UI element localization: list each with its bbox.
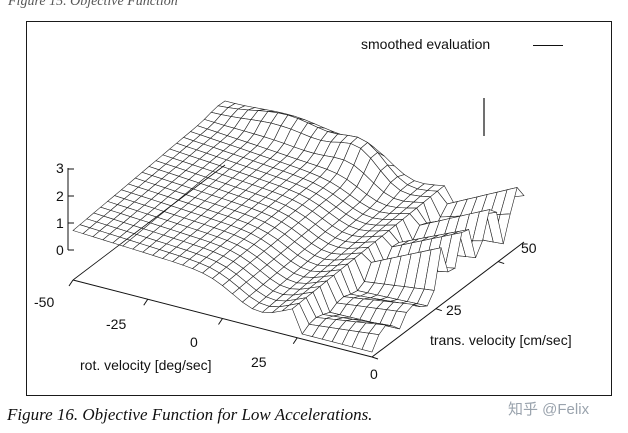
y-axis-tick	[435, 308, 442, 312]
x-axis-tick	[218, 318, 223, 325]
figure-caption: Figure 16. Objective Function for Low Ac…	[7, 405, 373, 424]
legend-label: smoothed evaluation	[361, 36, 491, 52]
x-tick-label-25: 25	[251, 354, 267, 370]
x-tick-label-minus25: -25	[106, 316, 127, 332]
legend-line-sample	[533, 45, 563, 46]
z-tick-label-3: 3	[56, 160, 64, 176]
y-axis-line	[371, 241, 525, 358]
watermark: 知乎 @Felix	[508, 401, 590, 418]
surface-cell	[361, 332, 380, 353]
z-tick-label-2: 2	[56, 188, 64, 204]
y-tick-label-25: 25	[446, 302, 462, 318]
y-tick-label-50: 50	[521, 240, 537, 256]
z-tick-label-0: 0	[56, 242, 64, 258]
z-tick-label-1: 1	[56, 215, 64, 231]
y-axis-tick	[371, 356, 379, 360]
x-axis-tick	[143, 298, 149, 306]
y-axis-title: trans. velocity [cm/sec]	[430, 332, 572, 348]
previous-figure-caption-fragment: Figure 15. Objective Function	[8, 0, 178, 9]
figure-frame	[26, 21, 612, 396]
x-tick-label-0: 0	[190, 334, 198, 350]
x-axis-tick	[292, 337, 298, 345]
plot-axes	[67, 164, 525, 360]
x-axis-tick	[68, 279, 74, 287]
x-axis-title: rot. velocity [deg/sec]	[80, 357, 212, 373]
base-left-edge	[72, 164, 226, 281]
y-tick-label-0: 0	[370, 366, 378, 382]
x-tick-label-minus50: -50	[34, 294, 55, 310]
y-axis-tick	[498, 261, 505, 265]
surface-mesh	[72, 100, 525, 353]
